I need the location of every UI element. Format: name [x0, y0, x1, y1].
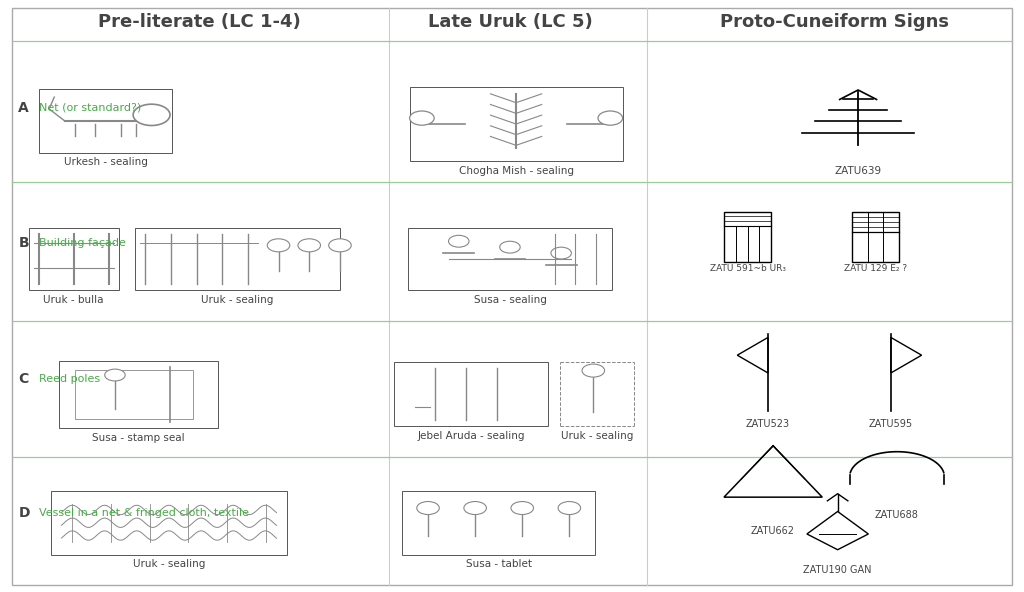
Bar	[394, 362, 548, 426]
Circle shape	[298, 239, 321, 252]
Circle shape	[133, 104, 170, 126]
Text: Late Uruk (LC 5): Late Uruk (LC 5)	[428, 14, 592, 31]
Bar	[75, 370, 193, 419]
Text: ZATU 129 E₂ ?: ZATU 129 E₂ ?	[844, 264, 907, 273]
Bar	[29, 228, 119, 290]
Bar	[410, 87, 623, 161]
Text: ZATU688: ZATU688	[876, 510, 919, 520]
Text: ZATU639: ZATU639	[835, 166, 882, 176]
Circle shape	[449, 235, 469, 247]
Text: ZATU662: ZATU662	[752, 526, 795, 536]
Circle shape	[500, 241, 520, 253]
Text: Chogha Mish - sealing: Chogha Mish - sealing	[459, 166, 573, 176]
Text: Jebel Aruda - sealing: Jebel Aruda - sealing	[418, 431, 524, 441]
Bar	[39, 89, 172, 153]
Bar	[51, 491, 287, 555]
Bar	[724, 211, 771, 262]
Bar	[135, 228, 340, 290]
Circle shape	[598, 111, 623, 125]
Text: Building façade: Building façade	[39, 238, 126, 247]
Text: A: A	[18, 101, 29, 115]
Text: Net (or standard?): Net (or standard?)	[39, 103, 141, 112]
Circle shape	[267, 239, 290, 252]
Text: ZATU523: ZATU523	[745, 419, 791, 429]
Text: C: C	[18, 372, 29, 386]
Text: Susa - sealing: Susa - sealing	[473, 295, 547, 305]
Text: ZATU190 GAN: ZATU190 GAN	[804, 565, 871, 575]
Text: Vessel in a net & fringed cloth, textile: Vessel in a net & fringed cloth, textile	[39, 509, 249, 518]
Circle shape	[329, 239, 351, 252]
Circle shape	[558, 501, 581, 514]
Text: Proto-Cuneiform Signs: Proto-Cuneiform Signs	[720, 14, 949, 31]
Text: Susa - stamp seal: Susa - stamp seal	[92, 433, 185, 443]
Bar	[852, 211, 899, 262]
Circle shape	[410, 111, 434, 125]
Text: ZATU595: ZATU595	[868, 419, 913, 429]
Text: ZATU 591~b UR₃: ZATU 591~b UR₃	[710, 264, 785, 273]
Text: Urkesh - sealing: Urkesh - sealing	[63, 157, 147, 168]
Text: Uruk - sealing: Uruk - sealing	[133, 559, 205, 570]
Text: B: B	[18, 236, 29, 250]
Text: D: D	[18, 506, 30, 520]
Text: Susa - tablet: Susa - tablet	[466, 559, 531, 570]
Text: Pre-literate (LC 1-4): Pre-literate (LC 1-4)	[98, 14, 301, 31]
Bar	[408, 228, 612, 290]
Circle shape	[104, 369, 125, 381]
Text: Uruk - sealing: Uruk - sealing	[202, 295, 273, 305]
Circle shape	[582, 364, 604, 377]
Text: Reed poles: Reed poles	[39, 374, 100, 384]
Bar	[402, 491, 595, 555]
Circle shape	[551, 247, 571, 259]
Circle shape	[511, 501, 534, 514]
Text: Uruk - sealing: Uruk - sealing	[561, 431, 633, 441]
Circle shape	[464, 501, 486, 514]
Circle shape	[417, 501, 439, 514]
Text: Uruk - bulla: Uruk - bulla	[43, 295, 104, 305]
Bar	[59, 361, 218, 428]
